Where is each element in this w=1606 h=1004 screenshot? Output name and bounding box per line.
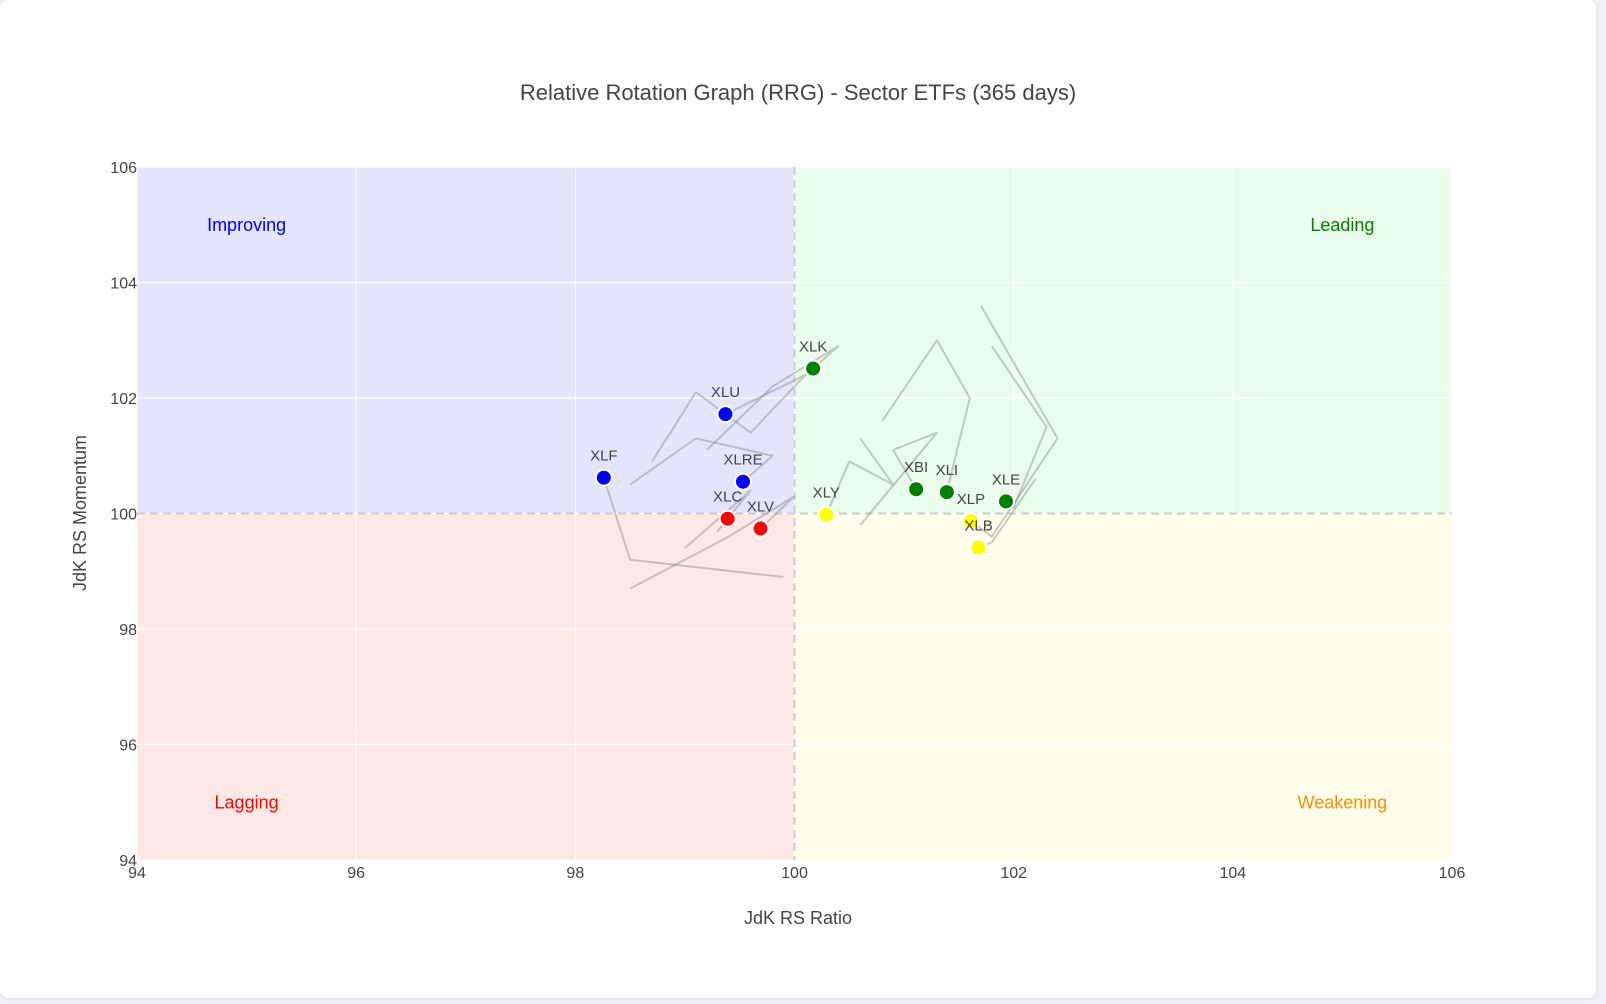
point-label-xlp: XLP <box>957 491 985 508</box>
tail-xlp <box>970 305 1059 538</box>
quadrant-label-improving: Improving <box>207 215 286 235</box>
y-tick-label: 98 <box>119 622 137 639</box>
x-axis-title: JdK RS Ratio <box>744 908 852 928</box>
tail-xly <box>825 437 895 516</box>
rotation-tails <box>602 305 1059 590</box>
y-tick-label: 104 <box>110 276 137 293</box>
point-xlf <box>594 468 613 487</box>
tail-xbi <box>859 431 938 526</box>
x-tick-label: 104 <box>1219 865 1246 882</box>
quadrant-labels: Improving Leading Lagging Weakening <box>207 215 1387 813</box>
point-xlc <box>718 509 737 528</box>
quadrant-lagging <box>137 513 795 860</box>
point-xlu <box>716 405 735 424</box>
point-label-xlk: XLK <box>799 339 827 356</box>
y-tick-label: 100 <box>110 507 137 524</box>
point-xlp <box>961 512 980 531</box>
quadrant-improving <box>137 167 795 514</box>
point-xli <box>937 483 956 502</box>
tail-xli <box>881 339 971 493</box>
point-label-xle: XLE <box>992 471 1020 488</box>
tail-xlv <box>629 495 796 590</box>
point-label-xbi: XBI <box>904 459 928 476</box>
point-xbi <box>907 480 926 499</box>
point-label-xlre: XLRE <box>723 452 762 469</box>
x-tick-label: 98 <box>566 865 584 882</box>
tail-xlf <box>602 477 784 579</box>
center-lines <box>137 167 1452 860</box>
x-tick-label: 106 <box>1439 865 1466 882</box>
y-tick-label: 94 <box>119 853 137 870</box>
point-xle <box>996 492 1015 511</box>
axis-ticks: 94 96 98 100 102 104 106 94 96 98 100 102 104 106 <box>110 160 1465 882</box>
point-xlv <box>751 519 770 538</box>
point-label-xlv: XLV <box>747 499 774 516</box>
quadrant-label-lagging: Lagging <box>215 792 279 812</box>
point-xly <box>817 505 836 524</box>
point-label-xlc: XLC <box>713 489 742 506</box>
point-label-xly: XLY <box>813 485 840 502</box>
quadrant-label-weakening: Weakening <box>1298 792 1388 812</box>
x-tick-label: 96 <box>347 865 365 882</box>
point-xlb <box>969 538 988 557</box>
x-tick-label: 102 <box>1000 865 1027 882</box>
quadrant-label-leading: Leading <box>1310 215 1374 235</box>
chart-title: Relative Rotation Graph (RRG) - Sector E… <box>520 80 1076 105</box>
y-tick-label: 106 <box>110 160 137 177</box>
y-tick-label: 102 <box>110 391 137 408</box>
quadrant-backgrounds <box>137 167 1452 860</box>
x-tick-label: 94 <box>128 865 146 882</box>
tail-xlu <box>651 373 807 463</box>
quadrant-leading <box>794 167 1452 514</box>
tail-xlre <box>629 437 774 486</box>
point-xlre <box>733 472 752 491</box>
y-tick-label: 96 <box>119 738 137 755</box>
quadrant-weakening <box>794 513 1452 860</box>
point-xlk <box>804 359 823 378</box>
y-axis-title: JdK RS Momentum <box>70 435 90 591</box>
point-label-xlu: XLU <box>711 384 740 401</box>
point-label-xli: XLI <box>936 462 959 479</box>
point-label-xlf: XLF <box>590 448 618 465</box>
point-label-xlb: XLB <box>964 518 992 535</box>
x-tick-label: 100 <box>781 865 808 882</box>
data-points: XLK XLU XLF XLRE XLC XLV XLY XBI XLI XLP XLB XLE <box>590 339 1020 557</box>
